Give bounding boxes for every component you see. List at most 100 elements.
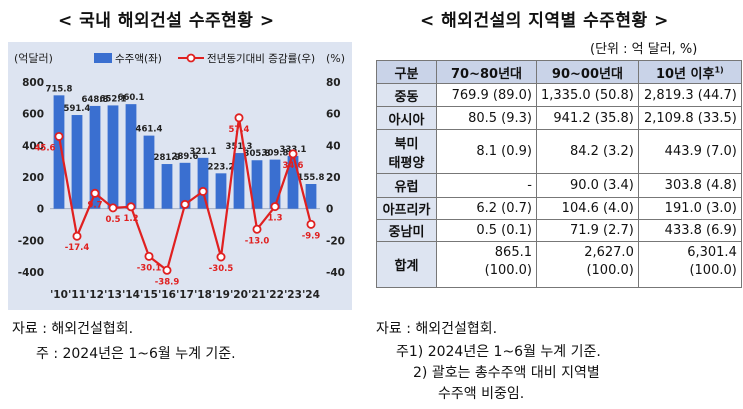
bar	[233, 153, 245, 209]
bar	[161, 164, 173, 209]
x-tick-label: '10	[50, 289, 68, 301]
chart-panel: (억달러) (%) 수주액(좌) 전년동기대비 증감률(우) 800 600 400 200 0…	[8, 42, 352, 310]
bar-data-label: 715.8	[46, 84, 73, 94]
y-tick-left: 200	[22, 172, 44, 184]
table-row: 중남미 0.5 (0.1) 71.9 (2.7) 433.8 (6.9)	[376, 219, 742, 242]
line-data-label: 57.4	[229, 125, 250, 135]
table-title: < 해외건설의 지역별 수주현황 >	[420, 11, 669, 31]
row-region: 북미 태평양	[376, 129, 437, 174]
y-tick-left: -200	[18, 235, 44, 247]
line-point	[234, 113, 244, 123]
y-tick-left: -400	[18, 267, 44, 279]
cell-value: -	[436, 173, 537, 198]
cell-value: 0.5 (0.1)	[436, 219, 537, 242]
x-tick-label: '15	[140, 289, 158, 301]
y-axis-unit-right: (%)	[326, 52, 345, 65]
cell-value: 433.8 (6.9)	[637, 219, 742, 242]
cell-value: 8.1 (0.9)	[436, 129, 537, 174]
header-90-00s: 90~00년대	[536, 60, 639, 84]
bar-data-label: 309.8	[262, 149, 289, 159]
table-footnote-2-cont: 수주액 비중임.	[438, 386, 525, 402]
table-row: 북미 태평양 8.1 (0.9) 84.2 (3.2) 443.9 (7.0)	[376, 129, 742, 174]
bar	[287, 155, 299, 209]
bar	[71, 115, 83, 209]
x-tick-label: '16	[158, 289, 176, 301]
x-tick-label: '23	[284, 289, 302, 301]
bar	[197, 157, 209, 209]
line-point	[162, 265, 172, 275]
line-point	[90, 188, 100, 198]
cell-value: 104.6 (4.0)	[536, 197, 639, 220]
line-point	[270, 202, 280, 212]
table-footnote-1: 주1) 2024년은 1~6월 누계 기준.	[396, 344, 601, 360]
line-data-label: 45.6	[35, 143, 56, 153]
chart-footnote: 주 : 2024년은 1~6월 누계 기준.	[36, 346, 236, 362]
line-point	[306, 219, 316, 229]
y-axis-unit-left: (억달러)	[14, 52, 53, 65]
table-row: 유럽 - 90.0 (3.4) 303.8 (4.8)	[376, 173, 742, 198]
legend-bar-swatch	[94, 53, 112, 63]
line-point	[126, 202, 136, 212]
combo-chart: (억달러) (%)수주액(좌) 전년동기대비 증감률(우)8006004002000…	[14, 52, 345, 301]
bar-data-label: 461.4	[136, 125, 163, 135]
x-tick-label: '20	[230, 289, 248, 301]
bar	[179, 162, 191, 209]
bar	[125, 104, 137, 209]
y-tick-right: -20	[326, 235, 345, 247]
bar	[215, 173, 227, 209]
cell-value: 80.5 (9.3)	[436, 106, 537, 130]
line-data-label: 34.6	[283, 161, 304, 171]
line-point	[288, 149, 298, 159]
table-row: 아시아 80.5 (9.3) 941.2 (35.8) 2,109.8 (33.…	[376, 106, 742, 130]
x-tick-label: '11	[68, 289, 86, 301]
y-tick-left: 600	[22, 109, 44, 121]
x-tick-label: '22	[266, 289, 284, 301]
bar	[269, 159, 281, 209]
line-data-label: 1.3	[267, 214, 282, 224]
line-point	[72, 231, 82, 241]
y-tick-right: 60	[326, 109, 341, 121]
cell-value: 90.0 (3.4)	[536, 173, 639, 198]
line-data-label: -17.4	[65, 243, 90, 253]
cell-value: 443.9 (7.0)	[637, 129, 742, 174]
row-region: 중남미	[376, 219, 437, 242]
line-data-label: 9.7	[87, 200, 102, 210]
y-tick-right: 20	[326, 172, 341, 184]
table-unit: (단위 : 억 달러, %)	[590, 42, 698, 57]
bar-data-label: 281.9	[154, 153, 181, 163]
line-data-label: 0.5	[105, 215, 120, 225]
y-tick-right: -40	[326, 267, 345, 279]
y-tick-right: 0	[326, 204, 333, 216]
cell-value: 84.2 (3.2)	[536, 129, 639, 174]
bar	[107, 105, 119, 209]
cell-value: 2,109.8 (33.5)	[637, 106, 742, 130]
x-tick-label: '13	[104, 289, 122, 301]
bar-data-label: 155.8	[298, 173, 325, 183]
y-tick-left: 400	[22, 140, 44, 152]
x-tick-label: '18	[194, 289, 212, 301]
cell-value: 769.9 (89.0)	[436, 83, 537, 107]
x-tick-label: '21	[248, 289, 266, 301]
region-table: 구분 70~80년대 90~00년대 10년 이후1) 중동 769.9 (89…	[376, 60, 742, 288]
header-70-80s: 70~80년대	[436, 60, 537, 84]
x-tick-label: '14	[122, 289, 140, 301]
cell-value: 303.8 (4.8)	[637, 173, 742, 198]
table-row: 중동 769.9 (89.0) 1,335.0 (50.8) 2,819.3 (…	[376, 83, 742, 107]
line-point	[252, 224, 262, 234]
line-point	[54, 131, 64, 141]
bar-data-label: 591.4	[64, 104, 91, 114]
cell-value: 191.0 (3.0)	[637, 197, 742, 220]
cell-value: 1,335.0 (50.8)	[536, 83, 639, 107]
header-category: 구분	[376, 60, 437, 84]
line-data-label: -30.1	[137, 263, 162, 273]
header-after-10s: 10년 이후1)	[637, 60, 742, 84]
bar-data-label: 351.3	[226, 142, 253, 152]
bar	[89, 105, 101, 209]
bar-data-label: 223.2	[208, 162, 235, 172]
y-tick-left: 800	[22, 77, 44, 89]
table-row: 아프리카 6.2 (0.7) 104.6 (4.0) 191.0 (3.0)	[376, 197, 742, 220]
bar-data-label: 648.8	[82, 95, 109, 105]
table-footnote-2: 2) 괄호는 총수주액 대비 지역별	[413, 365, 600, 381]
cell-value: 2,627.0 (100.0)	[536, 241, 639, 288]
legend-line-marker	[186, 53, 196, 63]
